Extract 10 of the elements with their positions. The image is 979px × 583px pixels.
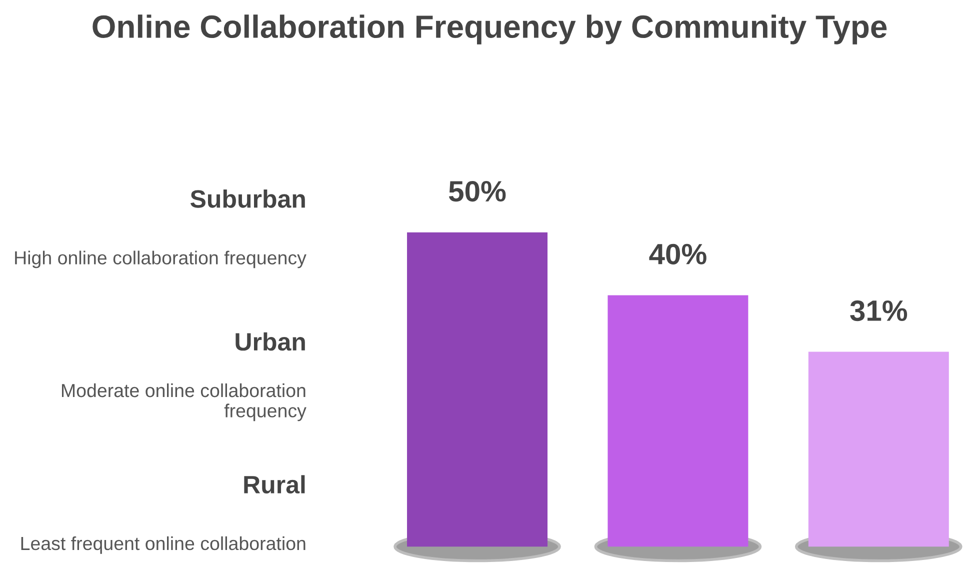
text: Rural xyxy=(244,475,305,494)
data-label: 31% xyxy=(850,300,908,322)
data-label: 40% xyxy=(649,244,706,264)
text: Urban xyxy=(236,332,305,351)
data-label: 50% xyxy=(448,180,506,202)
text: Least frequent online collaboration xyxy=(21,536,306,554)
text: Moderate online collaboration frequency xyxy=(62,383,306,422)
text: High online collaboration frequency xyxy=(15,250,306,268)
chart-title: Online Collaboration Frequency by Community Type xyxy=(92,14,887,44)
text: Suburban xyxy=(190,189,305,208)
